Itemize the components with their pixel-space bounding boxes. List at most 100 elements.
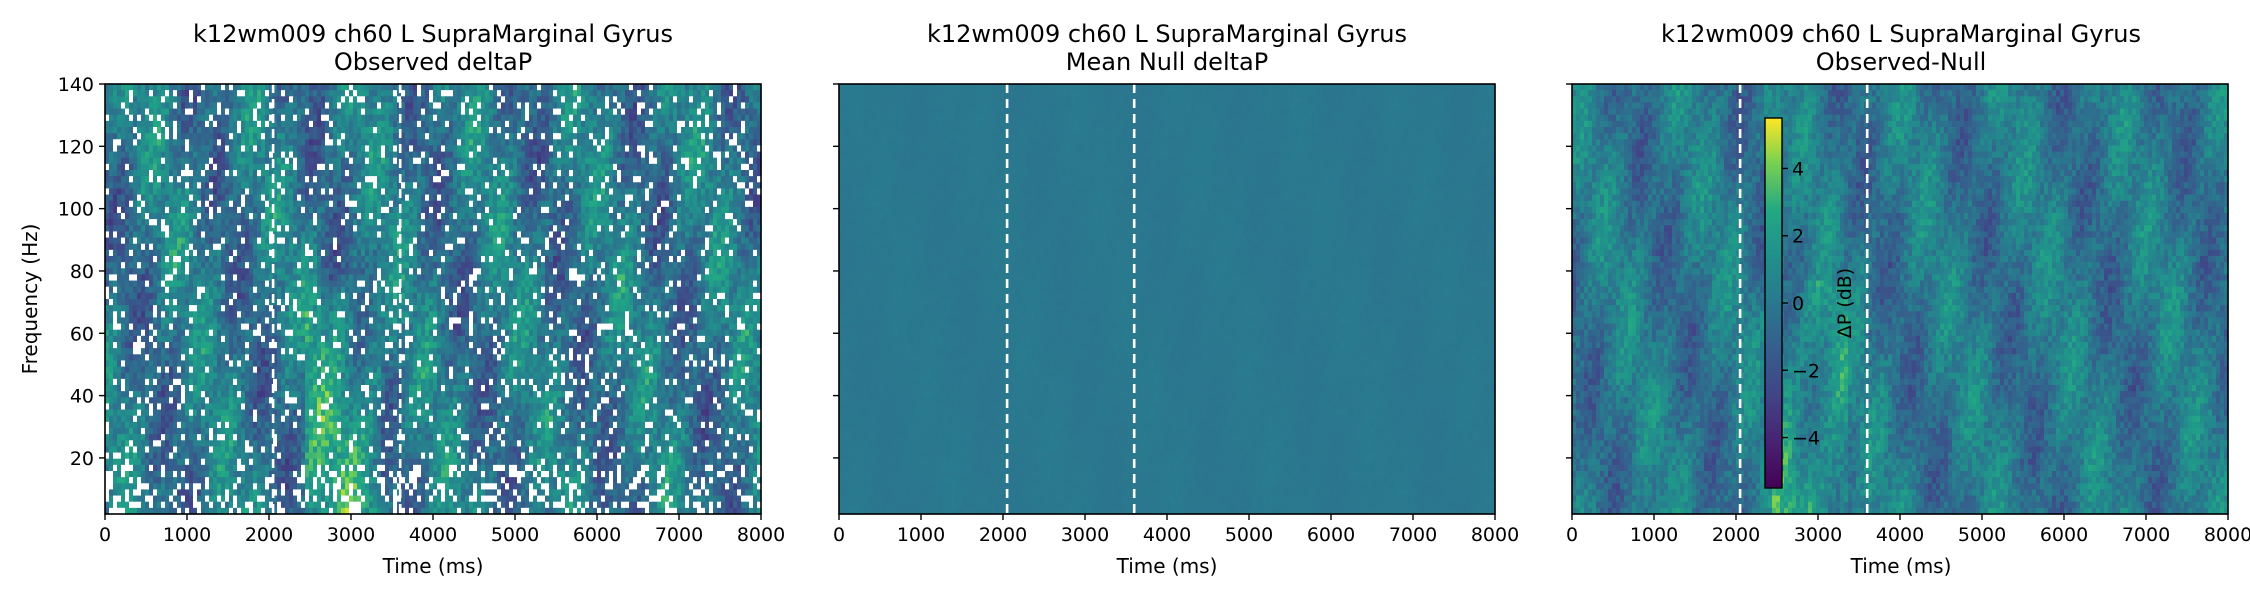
heatmap-cell [125, 139, 130, 146]
heatmap-cell [549, 145, 554, 152]
heatmap-cell [381, 109, 386, 116]
heatmap-cell [229, 152, 234, 159]
heatmap-cell [297, 115, 302, 122]
heatmap-cell [585, 102, 590, 109]
heatmap-cell [569, 96, 574, 103]
heatmap-cell [309, 84, 314, 91]
heatmap-cell [709, 90, 714, 97]
heatmap-cell [669, 102, 674, 109]
heatmap-cell [353, 152, 358, 159]
heatmap-cell [593, 121, 598, 128]
heatmap-cell [385, 127, 390, 134]
heatmap-cell [453, 170, 458, 177]
heatmap-cell [645, 145, 650, 152]
heatmap-cell [425, 164, 430, 171]
heatmap-cell [737, 164, 742, 171]
heatmap-cell [145, 170, 150, 177]
heatmap-cell [445, 102, 450, 109]
heatmap-cell [713, 170, 718, 177]
heatmap-cell [597, 84, 602, 91]
heatmap-cell [389, 139, 394, 146]
heatmap-cell [217, 133, 222, 140]
heatmap-cell [109, 139, 114, 146]
heatmap-cell [585, 152, 590, 159]
heatmap-cell [173, 133, 178, 140]
heatmap-cell [661, 96, 666, 103]
heatmap-cell [121, 102, 126, 109]
heatmap-cell [313, 84, 318, 91]
heatmap-cell [597, 102, 602, 109]
heatmap-cell [129, 145, 134, 152]
heatmap-cell [673, 145, 678, 152]
heatmap-cell [745, 127, 750, 134]
heatmap-cell [713, 164, 718, 171]
heatmap-cell [301, 84, 306, 91]
heatmap-cell [157, 170, 162, 177]
heatmap-cell [621, 121, 626, 128]
heatmap-cell [605, 152, 610, 159]
heatmap-cell [369, 139, 374, 146]
heatmap-cell [537, 121, 542, 128]
heatmap-cell [653, 115, 658, 122]
heatmap-cell [417, 102, 422, 109]
heatmap-cell [129, 176, 134, 183]
heatmap-cell [241, 164, 246, 171]
heatmap-cell [753, 133, 758, 140]
heatmap-cell [521, 158, 526, 165]
heatmap-cell [557, 127, 562, 134]
heatmap-cell [517, 115, 522, 122]
heatmap-cell [321, 170, 326, 177]
heatmap-cell [325, 109, 330, 116]
heatmap-cell [157, 102, 162, 109]
heatmap-cell [389, 96, 394, 103]
heatmap-cell [473, 109, 478, 116]
heatmap-cell [413, 121, 418, 128]
heatmap-cell [405, 121, 410, 128]
heatmap-cell [265, 164, 270, 171]
heatmap-cell [541, 170, 546, 177]
heatmap-cell [177, 176, 182, 183]
heatmap-cell [265, 127, 270, 134]
heatmap-cell [289, 139, 294, 146]
heatmap-cell [309, 115, 314, 122]
heatmap-cell [637, 84, 642, 91]
heatmap-cell [549, 121, 554, 128]
heatmap-cell [181, 109, 186, 116]
heatmap-cell [441, 121, 446, 128]
heatmap-cell [113, 127, 118, 134]
heatmap-cell [721, 96, 726, 103]
heatmap-cell [693, 152, 698, 159]
heatmap-cell [253, 145, 258, 152]
heatmap-cell [681, 139, 686, 146]
heatmap-cell [725, 133, 730, 140]
heatmap-cell [485, 109, 490, 116]
heatmap-cell [525, 152, 530, 159]
heatmap-cell [189, 145, 194, 152]
heatmap-cell [109, 96, 114, 103]
heatmap-cell [437, 164, 442, 171]
heatmap-cell [421, 158, 426, 165]
heatmap-cell [569, 84, 574, 91]
heatmap-cell [449, 102, 454, 109]
heatmap-cell [417, 145, 422, 152]
heatmap-cell [529, 102, 534, 109]
heatmap-cell [449, 121, 454, 128]
heatmap-cell [537, 90, 542, 97]
heatmap-cell [753, 164, 758, 171]
heatmap-cell [581, 158, 586, 165]
heatmap-cell [649, 115, 654, 122]
heatmap-cell [545, 133, 550, 140]
heatmap-cell [621, 139, 626, 146]
panel-1-heatmap [105, 84, 762, 515]
heatmap-cell [657, 127, 662, 134]
heatmap-cell [145, 115, 150, 122]
heatmap-cell [577, 121, 582, 128]
heatmap-cell [473, 84, 478, 91]
heatmap-cell [209, 139, 214, 146]
heatmap-cell [245, 109, 250, 116]
heatmap-cell [261, 152, 266, 159]
heatmap-cell [685, 109, 690, 116]
heatmap-cell [133, 170, 138, 177]
heatmap-cell [317, 158, 322, 165]
heatmap-cell [289, 170, 294, 177]
